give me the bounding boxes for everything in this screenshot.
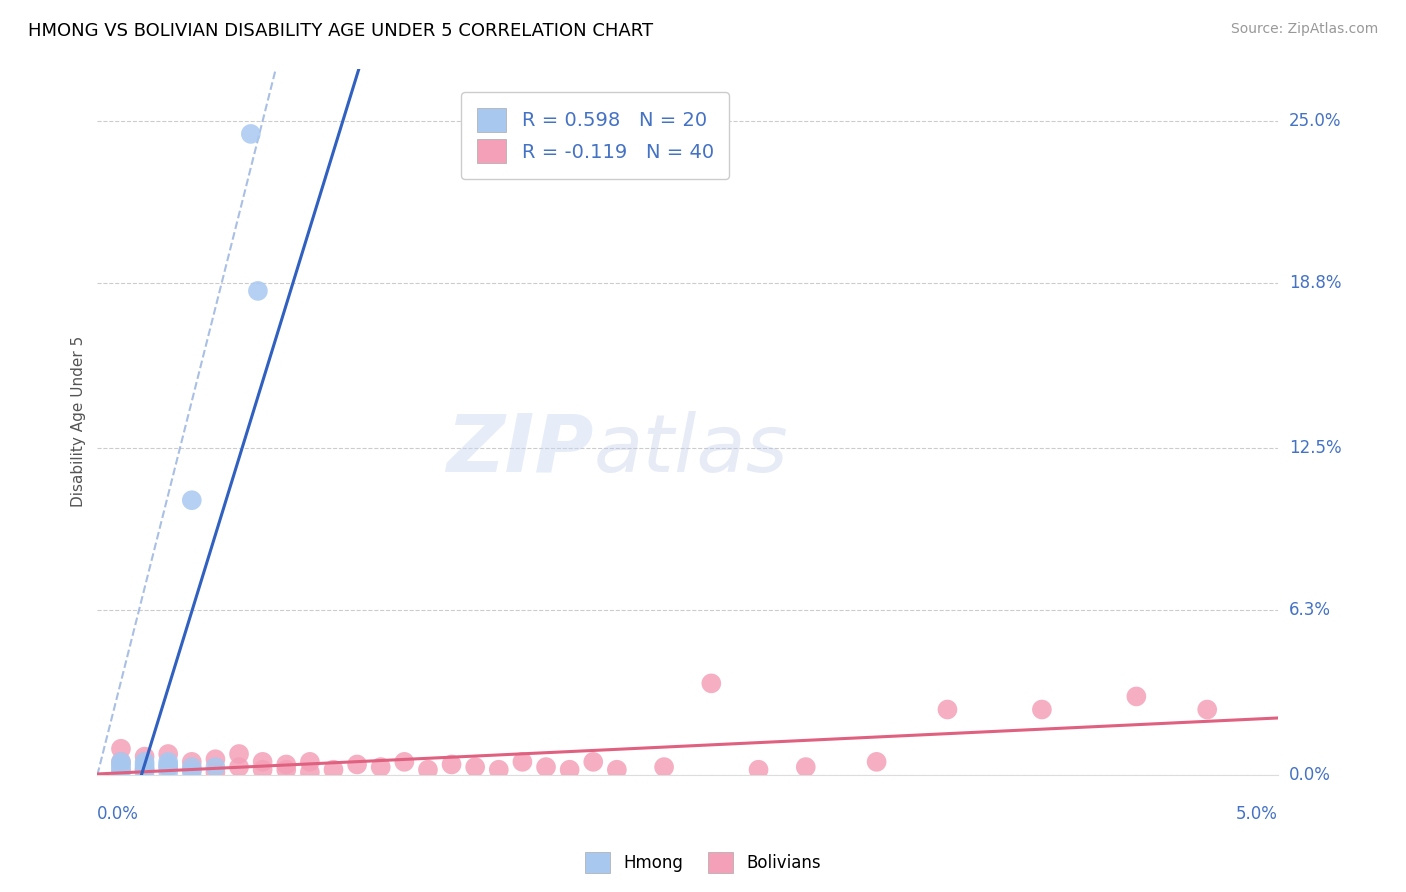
Point [794,760,817,774]
Point [488,763,510,777]
Point [180,760,202,774]
Point [276,757,298,772]
Point [157,760,180,774]
Point [700,676,723,690]
Point [180,755,202,769]
Text: ZIP: ZIP [446,411,593,489]
Point [298,755,321,769]
Point [134,749,156,764]
Text: 18.8%: 18.8% [1289,274,1341,292]
Point [110,741,132,756]
Point [134,755,156,769]
Text: 0.0%: 0.0% [97,805,139,823]
Point [180,763,202,777]
Point [416,763,439,777]
Point [157,757,180,772]
Point [110,763,132,777]
Point [464,760,486,774]
Text: atlas: atlas [593,411,787,489]
Point [558,763,581,777]
Legend: R = 0.598   N = 20, R = -0.119   N = 40: R = 0.598 N = 20, R = -0.119 N = 40 [461,93,730,178]
Point [157,747,180,761]
Point [534,760,557,774]
Point [110,755,132,769]
Point [134,760,156,774]
Point [204,760,226,774]
Text: HMONG VS BOLIVIAN DISABILITY AGE UNDER 5 CORRELATION CHART: HMONG VS BOLIVIAN DISABILITY AGE UNDER 5… [28,22,654,40]
Point [228,760,250,774]
Point [134,757,156,772]
Point [134,765,156,780]
Point [134,763,156,777]
Point [157,760,180,774]
Point [1197,702,1219,716]
Point [936,702,959,716]
Point [204,752,226,766]
Point [134,763,156,777]
Point [110,765,132,780]
Point [157,765,180,780]
Text: 5.0%: 5.0% [1236,805,1278,823]
Point [252,755,274,769]
Point [157,755,180,769]
Point [440,757,463,772]
Point [204,765,226,780]
Point [239,127,262,141]
Point [370,760,392,774]
Point [110,757,132,772]
Point [180,493,202,508]
Text: 12.5%: 12.5% [1289,439,1341,457]
Legend: Hmong, Bolivians: Hmong, Bolivians [578,846,828,880]
Y-axis label: Disability Age Under 5: Disability Age Under 5 [72,336,86,508]
Point [322,763,344,777]
Point [346,757,368,772]
Point [228,747,250,761]
Text: Source: ZipAtlas.com: Source: ZipAtlas.com [1230,22,1378,37]
Point [180,765,202,780]
Point [110,760,132,774]
Text: 0.0%: 0.0% [1289,766,1331,784]
Point [865,755,887,769]
Point [246,284,269,298]
Point [652,760,675,774]
Point [276,763,298,777]
Point [1125,690,1147,704]
Point [512,755,534,769]
Point [582,755,605,769]
Point [110,755,132,769]
Point [606,763,628,777]
Text: 25.0%: 25.0% [1289,112,1341,130]
Point [394,755,416,769]
Text: 6.3%: 6.3% [1289,601,1331,619]
Point [298,765,321,780]
Point [252,763,274,777]
Point [1031,702,1053,716]
Point [748,763,770,777]
